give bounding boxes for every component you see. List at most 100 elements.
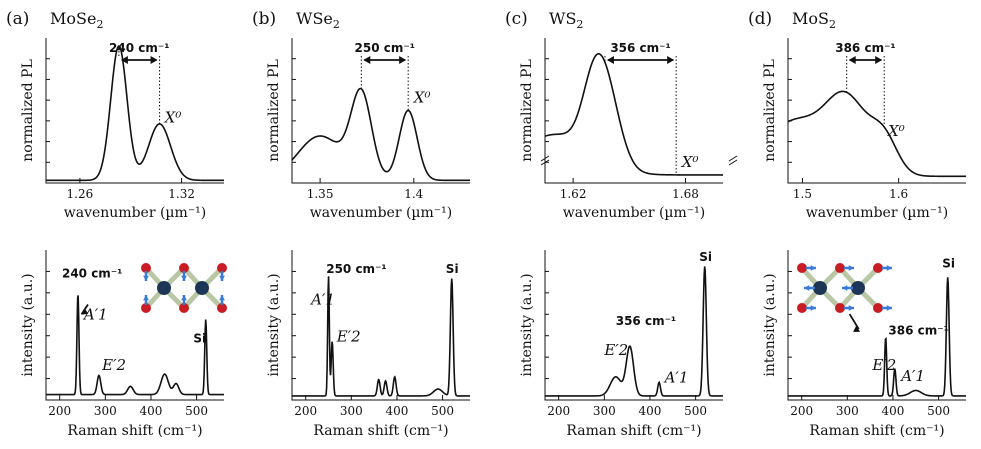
chart-c-pl: 1.62 1.68 wavenumber (µm⁻¹) normalized PL (c… (505, 9, 738, 221)
arrow-head-right (399, 56, 407, 64)
axis-frame (544, 250, 723, 401)
x-axis-title: Raman shift (cm⁻¹) (313, 423, 448, 439)
separation-label: 386 cm⁻¹ (835, 41, 895, 55)
y-axis-title: intensity (a.u.) (20, 273, 36, 376)
peak-annotation: 240 cm⁻¹ (62, 266, 122, 280)
axis-frame (291, 250, 470, 401)
arrow-head-left (606, 56, 614, 64)
panel-label: (d) (748, 9, 772, 29)
chalcogen-atom (179, 303, 189, 313)
x-tick-label: 500 (431, 404, 454, 418)
x-tick-label: 1.62 (560, 187, 587, 201)
mode-arrow-head (81, 308, 89, 315)
y-axis-title: intensity (a.u.) (266, 273, 282, 376)
x-axis-title: wavenumber (µm⁻¹) (806, 205, 949, 221)
x-tick-label: 1.35 (307, 187, 334, 201)
x-axis-title: Raman shift (cm⁻¹) (67, 423, 202, 439)
vibration-arrow-head (810, 265, 816, 271)
vibration-arrow-head (143, 275, 149, 281)
y-axis-title: intensity (a.u.) (519, 273, 535, 376)
arrow-head-left (120, 56, 128, 64)
axis-break-right (728, 155, 738, 166)
chart-d-pl: 1.5 1.6 wavenumber (µm⁻¹) normalized PL (d) M… (748, 9, 966, 221)
x-axis-title: wavenumber (µm⁻¹) (310, 205, 453, 221)
axis-frame (787, 38, 966, 184)
peak-annotation: Si (193, 332, 206, 346)
x-tick-label: 300 (340, 404, 363, 418)
y-axis-title: normalized PL (519, 59, 535, 162)
x-tick-label: 200 (294, 404, 317, 418)
chalcogen-atom (835, 263, 845, 273)
x-tick-label: 300 (94, 404, 117, 418)
mode-label: A′1 (663, 368, 689, 386)
axis-frame (787, 250, 966, 401)
vibration-arrow-head (804, 285, 810, 291)
chalcogen-atom (141, 263, 151, 273)
x-tick-label: 200 (48, 404, 71, 418)
mode-label: A′1 (82, 306, 108, 324)
peak-annotation: Si (942, 257, 955, 271)
x-tick-label: 200 (547, 404, 570, 418)
exciton-label: X⁰ (164, 109, 182, 127)
x-tick-label: 400 (140, 404, 163, 418)
x-tick-label: 1.32 (168, 187, 195, 201)
x-axis-title: Raman shift (cm⁻¹) (566, 423, 701, 439)
mode-label: A′1 (309, 291, 335, 309)
chalcogen-atom (217, 303, 227, 313)
metal-atom (813, 281, 827, 295)
chart-d-raman: 200 300 400 500 Raman shift (cm⁻¹) intensity … (762, 250, 966, 439)
x-tick-label: 500 (684, 404, 707, 418)
x-tick-label: 400 (639, 404, 662, 418)
spectrum-curve (544, 53, 723, 176)
separation-label: 356 cm⁻¹ (610, 41, 670, 55)
x-tick-label: 1.68 (672, 187, 699, 201)
metal-atom (195, 281, 209, 295)
peak-annotation: Si (699, 250, 712, 264)
chalcogen-atom (873, 263, 883, 273)
y-axis-title: intensity (a.u.) (762, 273, 778, 376)
spectrum-curve (787, 90, 966, 178)
material-label: WS2 (549, 9, 583, 31)
x-tick-label: 1.4 (404, 187, 423, 201)
axis-break-left (540, 155, 550, 166)
axis-frame (45, 38, 224, 184)
mode-label: E′2 (603, 341, 628, 359)
chalcogen-atom (797, 263, 807, 273)
exciton-label: X⁰ (887, 122, 905, 140)
x-tick-label: 200 (790, 404, 813, 418)
vibration-arrow-head (219, 295, 225, 301)
arrow-head-left (848, 56, 856, 64)
separation-label: 240 cm⁻¹ (109, 41, 169, 55)
chart-b-pl: 1.35 1.4 wavenumber (µm⁻¹) normalized PL (b)… (252, 9, 470, 221)
axis-frame (45, 250, 224, 401)
y-axis-title: normalized PL (762, 59, 778, 162)
vibration-arrow-head (219, 275, 225, 281)
x-tick-label: 400 (386, 404, 409, 418)
vibration-arrow-head (181, 275, 187, 281)
vibration-arrow-head (886, 305, 892, 311)
chalcogen-atom (797, 303, 807, 313)
vibration-arrow-head (842, 285, 848, 291)
x-axis-title: Raman shift (cm⁻¹) (809, 423, 944, 439)
exciton-label: X⁰ (681, 153, 699, 171)
x-tick-label: 400 (882, 404, 905, 418)
vibration-arrow-head (886, 265, 892, 271)
x-axis-title: wavenumber (µm⁻¹) (64, 205, 207, 221)
chalcogen-atom (141, 303, 151, 313)
y-axis-title: normalized PL (20, 59, 36, 162)
spectrum-curve (292, 276, 470, 397)
mode-label: A′1 (899, 367, 925, 385)
mode-label: E′2 (336, 327, 361, 345)
vibration-arrow-head (848, 305, 854, 311)
chart-c-raman: 200 300 400 500 Raman shift (cm⁻¹) intensity … (519, 250, 723, 439)
lattice-inset (141, 263, 227, 313)
x-tick-label: 1.5 (793, 187, 812, 201)
metal-atom (157, 281, 171, 295)
x-tick-label: 300 (836, 404, 859, 418)
panel-label: (c) (505, 9, 528, 29)
vibration-arrow-head (181, 295, 187, 301)
chalcogen-atom (179, 263, 189, 273)
metal-atom (851, 281, 865, 295)
spectrum-curve (788, 277, 966, 397)
